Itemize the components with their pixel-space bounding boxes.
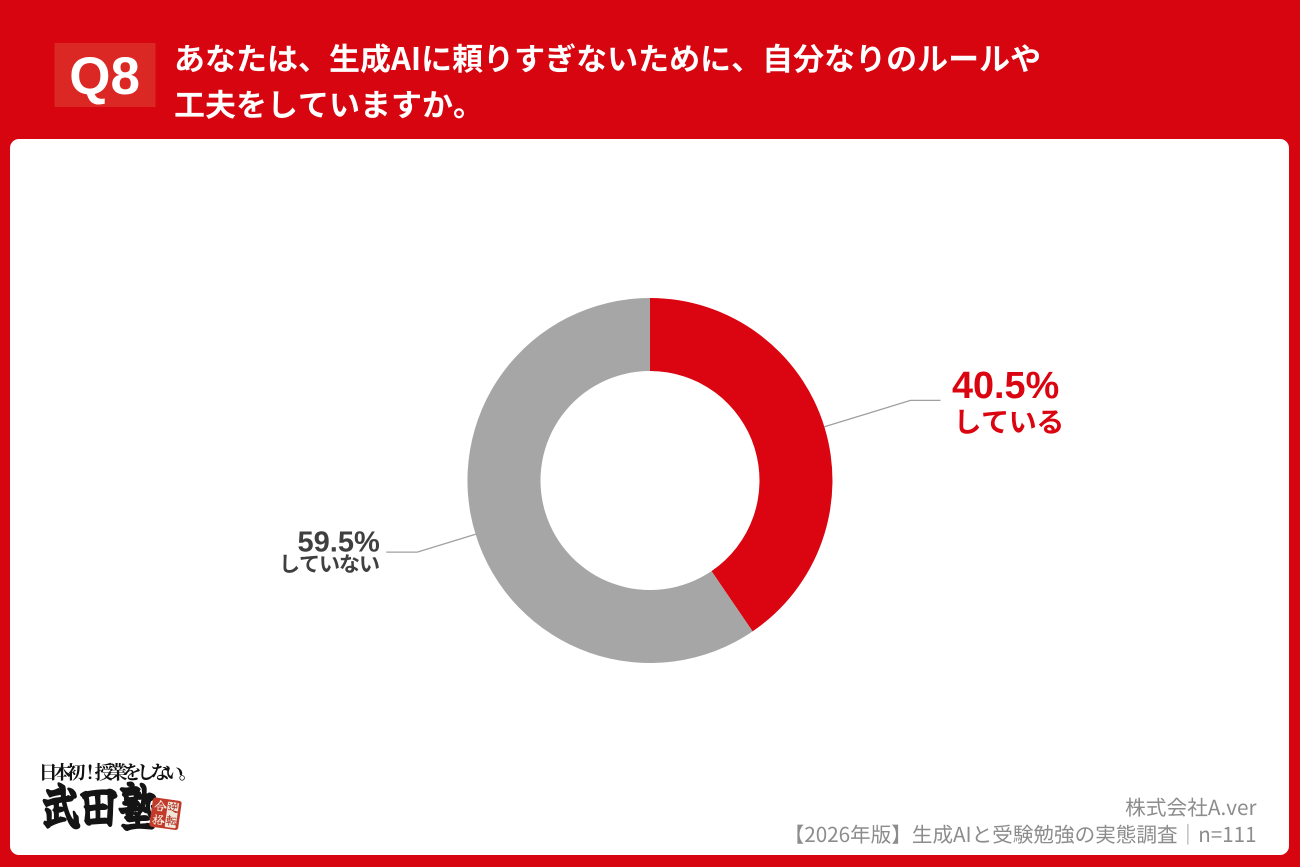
svg-text:59.5%: 59.5% [298,527,380,559]
svg-text:40.5%: 40.5% [952,365,1059,407]
svg-text:Q8: Q8 [69,47,140,106]
